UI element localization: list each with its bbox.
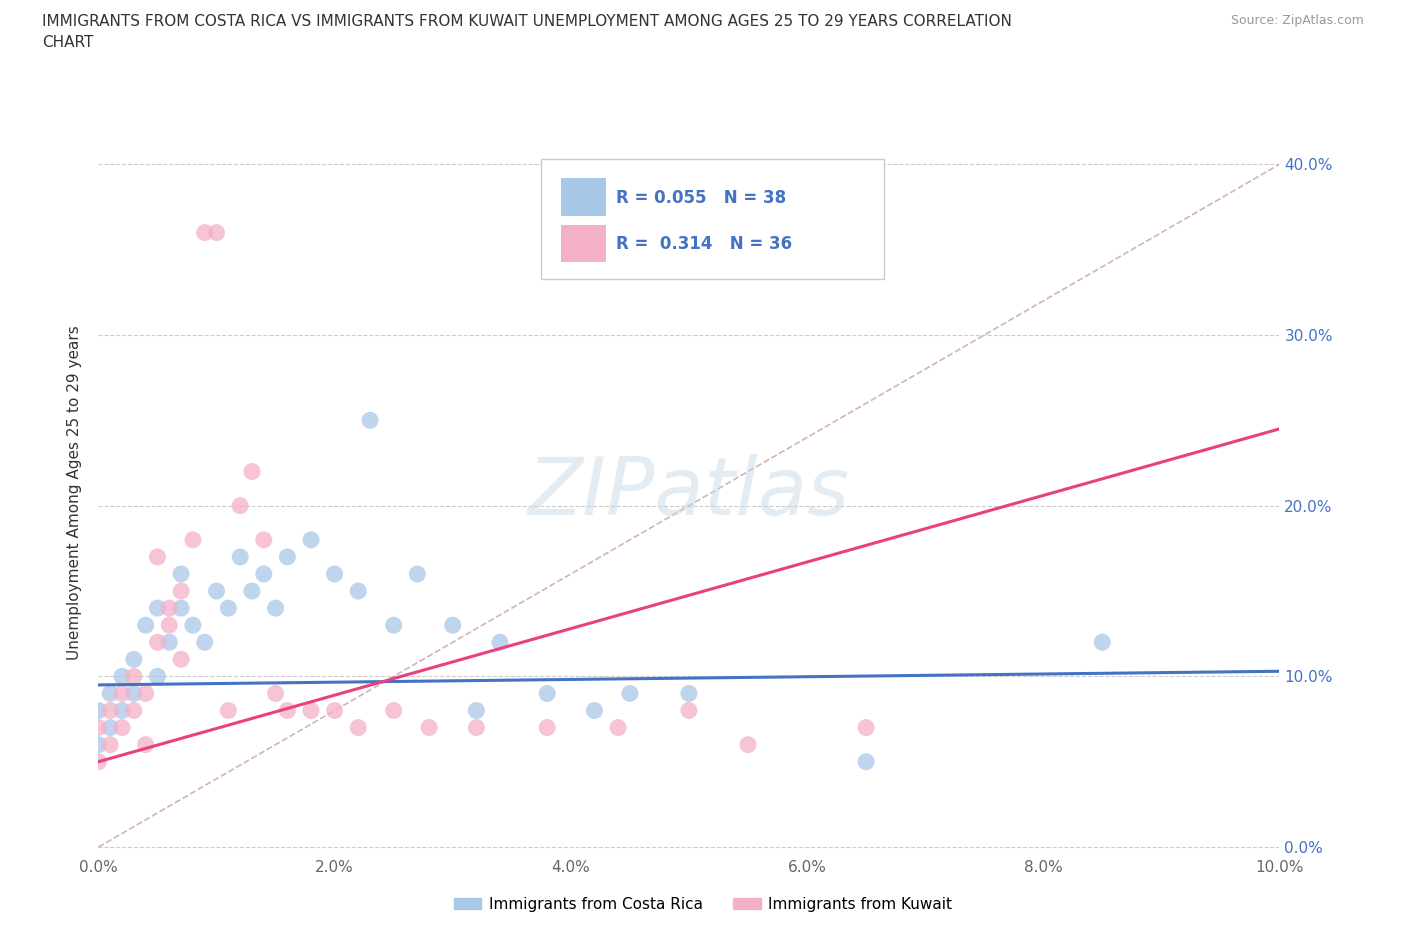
- Point: [205, 225, 228, 240]
- Point: [855, 754, 877, 769]
- Point: [1091, 635, 1114, 650]
- Text: IMMIGRANTS FROM COSTA RICA VS IMMIGRANTS FROM KUWAIT UNEMPLOYMENT AMONG AGES 25 : IMMIGRANTS FROM COSTA RICA VS IMMIGRANTS…: [42, 14, 1012, 29]
- Point: [678, 686, 700, 701]
- Point: [737, 737, 759, 752]
- Point: [607, 720, 630, 735]
- FancyBboxPatch shape: [561, 224, 606, 262]
- Text: R = 0.055   N = 38: R = 0.055 N = 38: [616, 189, 786, 206]
- Point: [536, 720, 558, 735]
- Point: [489, 635, 512, 650]
- Text: Source: ZipAtlas.com: Source: ZipAtlas.com: [1230, 14, 1364, 27]
- Point: [678, 703, 700, 718]
- Point: [229, 550, 252, 565]
- Point: [264, 686, 287, 701]
- Point: [170, 601, 193, 616]
- Point: [382, 618, 405, 632]
- Point: [217, 703, 239, 718]
- Point: [441, 618, 464, 632]
- Point: [406, 566, 429, 581]
- Point: [135, 686, 157, 701]
- Point: [122, 652, 145, 667]
- Point: [146, 550, 169, 565]
- Point: [146, 635, 169, 650]
- Point: [98, 720, 121, 735]
- Point: [465, 720, 488, 735]
- Point: [299, 532, 322, 547]
- Point: [194, 635, 217, 650]
- Point: [170, 566, 193, 581]
- Point: [98, 686, 121, 701]
- Legend: Immigrants from Costa Rica, Immigrants from Kuwait: Immigrants from Costa Rica, Immigrants f…: [447, 891, 959, 918]
- Point: [276, 550, 298, 565]
- Y-axis label: Unemployment Among Ages 25 to 29 years: Unemployment Among Ages 25 to 29 years: [67, 326, 83, 660]
- Point: [157, 635, 180, 650]
- Point: [170, 652, 193, 667]
- Point: [98, 737, 121, 752]
- Point: [217, 601, 239, 616]
- Point: [111, 686, 134, 701]
- Point: [111, 720, 134, 735]
- Point: [347, 720, 370, 735]
- Point: [359, 413, 381, 428]
- Point: [264, 601, 287, 616]
- Point: [135, 618, 157, 632]
- Point: [87, 703, 110, 718]
- Point: [276, 703, 298, 718]
- Point: [157, 618, 180, 632]
- FancyBboxPatch shape: [541, 159, 884, 279]
- Point: [111, 669, 134, 684]
- Point: [619, 686, 641, 701]
- Point: [465, 703, 488, 718]
- Point: [122, 703, 145, 718]
- Point: [170, 584, 193, 599]
- Point: [87, 720, 110, 735]
- Point: [382, 703, 405, 718]
- Point: [253, 566, 276, 581]
- Point: [418, 720, 440, 735]
- Point: [87, 737, 110, 752]
- Point: [135, 737, 157, 752]
- Text: R =  0.314   N = 36: R = 0.314 N = 36: [616, 235, 792, 253]
- Point: [323, 566, 346, 581]
- Point: [855, 720, 877, 735]
- Text: ZIPatlas: ZIPatlas: [527, 454, 851, 532]
- Text: CHART: CHART: [42, 35, 94, 50]
- Point: [194, 225, 217, 240]
- Point: [157, 601, 180, 616]
- Point: [323, 703, 346, 718]
- Point: [536, 686, 558, 701]
- Point: [111, 703, 134, 718]
- Point: [146, 669, 169, 684]
- Point: [146, 601, 169, 616]
- Point: [347, 584, 370, 599]
- Point: [205, 584, 228, 599]
- Point: [229, 498, 252, 513]
- FancyBboxPatch shape: [561, 178, 606, 216]
- Point: [240, 584, 263, 599]
- Point: [122, 669, 145, 684]
- Point: [122, 686, 145, 701]
- Point: [240, 464, 263, 479]
- Point: [181, 532, 204, 547]
- Point: [253, 532, 276, 547]
- Point: [87, 754, 110, 769]
- Point: [98, 703, 121, 718]
- Point: [583, 703, 606, 718]
- Point: [181, 618, 204, 632]
- Point: [299, 703, 322, 718]
